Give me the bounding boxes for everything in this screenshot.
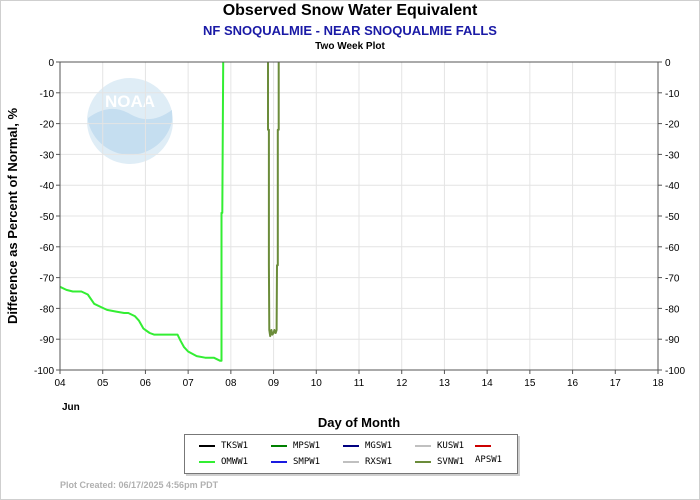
y-tick-label-right: -50 — [665, 212, 680, 223]
legend-swatch — [343, 460, 359, 463]
legend-item-omww1: OMWW1 — [199, 455, 248, 469]
legend-swatch — [343, 444, 359, 447]
x-tick-label: 04 — [54, 378, 66, 389]
y-tick-label-right: -60 — [665, 243, 680, 254]
y-tick-label-left: -70 — [40, 274, 55, 285]
y-tick-label-right: -20 — [665, 120, 680, 131]
legend-item-apsw1: APSW1 — [475, 439, 517, 465]
legend-label: OMWW1 — [221, 457, 249, 467]
y-tick-label-left: -30 — [40, 150, 55, 161]
x-tick-label: 08 — [225, 378, 237, 389]
x-tick-label: 10 — [311, 378, 323, 389]
x-axis-label: Day of Month — [318, 415, 400, 430]
legend-label: SVNW1 — [437, 457, 465, 467]
x-tick-label: 13 — [439, 378, 451, 389]
station-subtitle: NF SNOQUALMIE - NEAR SNOQUALMIE FALLS — [203, 23, 497, 38]
y-tick-labels-right: 0 -10 -20 -30 -40 -50 -60 -70 -80 -90 -100 — [665, 58, 685, 377]
y-tick-label-right: -70 — [665, 274, 680, 285]
noaa-logo: NOAA — [87, 78, 173, 164]
x-tick-label: 09 — [268, 378, 280, 389]
y-tick-label-left: -40 — [40, 181, 55, 192]
x-tick-label: 07 — [183, 378, 195, 389]
y-tick-label-left: -90 — [40, 335, 55, 346]
y-tick-label-left: -60 — [40, 243, 55, 254]
legend-swatch — [475, 444, 491, 447]
legend-label: KUSW1 — [437, 441, 465, 451]
page-title: Observed Snow Water Equivalent — [222, 2, 478, 19]
legend-label: RXSW1 — [365, 457, 393, 467]
grid-lines — [60, 62, 658, 370]
legend-item-mpsw1: MPSW1 — [271, 439, 320, 453]
legend-swatch — [199, 460, 215, 463]
y-tick-label-left: -50 — [40, 212, 55, 223]
legend-label: TKSW1 — [221, 441, 249, 451]
x-tick-labels: 04 05 06 07 08 09 10 11 12 13 14 15 16 17 18 — [54, 378, 664, 389]
y-tick-label-right: -40 — [665, 181, 680, 192]
y-tick-labels-left: 0 -10 -20 -30 -40 -50 -60 -70 -80 -90 -100 — [34, 58, 54, 377]
y-tick-label-left: 0 — [48, 58, 54, 69]
legend-swatch — [415, 460, 431, 463]
legend-swatch — [271, 460, 287, 463]
x-tick-label: 15 — [524, 378, 536, 389]
y-tick-label-right: -30 — [665, 150, 680, 161]
legend: TKSW1 MPSW1 MGSW1 KUSW1 APSW1 OMWW1 SMPW1 RXSW1… — [184, 434, 518, 474]
y-tick-label-left: -80 — [40, 304, 55, 315]
legend-item-mgsw1: MGSW1 — [343, 439, 392, 453]
series-line-omww1 — [59, 61, 225, 362]
legend-item-svnw1: SVNW1 — [415, 455, 464, 469]
legend-swatch — [271, 444, 287, 447]
axis-ticks — [56, 61, 662, 374]
y-tick-label-left: -20 — [40, 120, 55, 131]
month-label: Jun — [62, 402, 80, 413]
x-tick-label: 16 — [567, 378, 579, 389]
series-layer — [59, 61, 280, 362]
noaa-logo-text: NOAA — [105, 92, 155, 111]
legend-item-smpw1: SMPW1 — [271, 455, 320, 469]
legend-swatch — [199, 444, 215, 447]
legend-label: SMPW1 — [293, 457, 321, 467]
legend-label: MGSW1 — [365, 441, 393, 451]
legend-item-rxsw1: RXSW1 — [343, 455, 392, 469]
y-tick-label-right: 0 — [665, 58, 671, 69]
legend-item-tksw1: TKSW1 — [199, 439, 248, 453]
plot-period-label: Two Week Plot — [315, 41, 385, 52]
y-tick-label-right: -90 — [665, 335, 680, 346]
x-tick-label: 11 — [354, 378, 365, 389]
x-tick-label: 17 — [610, 378, 622, 389]
y-axis-label: Difference as Percent of Normal, % — [5, 108, 20, 324]
legend-label: APSW1 — [475, 455, 503, 465]
y-tick-label-right: -10 — [665, 89, 680, 100]
x-tick-label: 06 — [140, 378, 152, 389]
y-tick-label-right: -100 — [665, 366, 685, 377]
y-tick-label-left: -10 — [40, 89, 55, 100]
x-tick-label: 18 — [652, 378, 664, 389]
series-line-svnw1 — [267, 62, 280, 338]
plot-created-timestamp: Plot Created: 06/17/2025 4:56pm PDT — [60, 480, 219, 490]
legend-item-kusw1: KUSW1 — [415, 439, 464, 453]
y-tick-label-right: -80 — [665, 304, 680, 315]
x-tick-label: 12 — [396, 378, 408, 389]
legend-swatch — [415, 444, 431, 447]
x-tick-label: 14 — [482, 378, 494, 389]
y-tick-label-left: -100 — [34, 366, 54, 377]
legend-label: MPSW1 — [293, 441, 321, 451]
x-tick-label: 05 — [97, 378, 109, 389]
